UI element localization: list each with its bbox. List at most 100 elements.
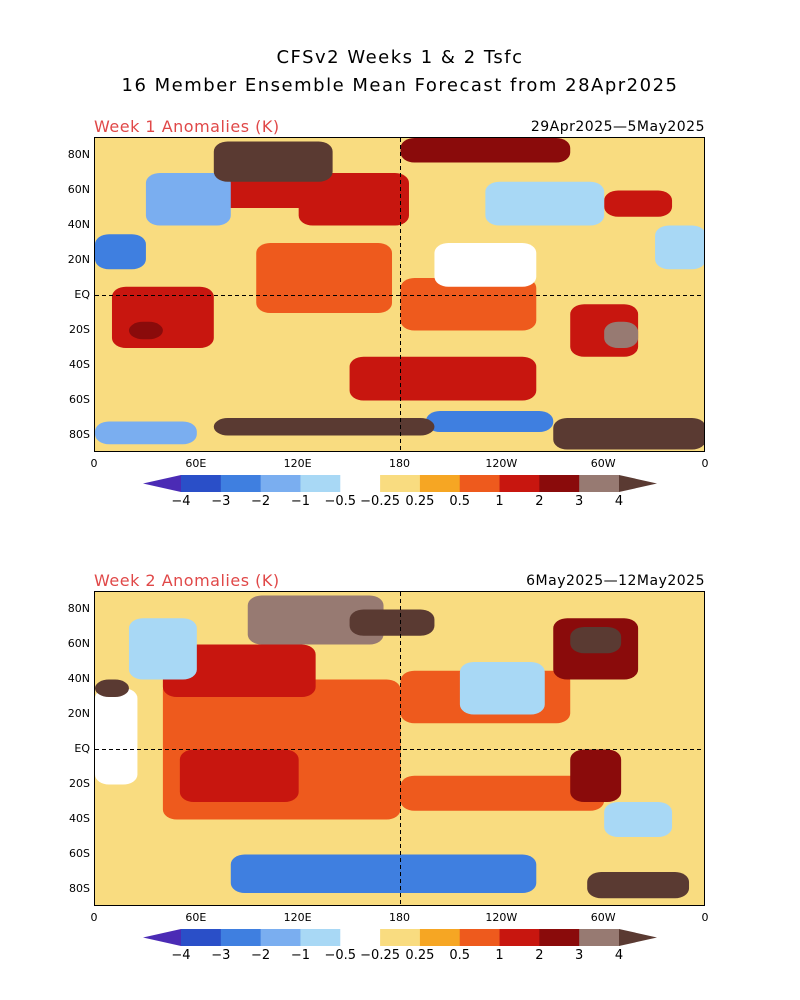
panel2-colorbar-label: −0.5 (324, 948, 357, 963)
panel1-colorbar-swatch (459, 475, 501, 492)
panel1-colorbar-label: −4 (171, 494, 191, 509)
panel1-lat-tick-label: 60S (69, 392, 90, 406)
panel2-anomaly-region (570, 627, 622, 654)
panel1-colorbar-label: −0.25 (360, 494, 400, 509)
panel2-anomaly-region (349, 609, 435, 636)
panel2-dates: 6May2025—12May2025 (526, 573, 705, 589)
panel1-anomaly-region (553, 418, 704, 450)
panel1-colorbar-label: 3 (575, 494, 584, 509)
panel2-colorbar-label: 0.25 (405, 948, 435, 963)
panel1-colorbar-svg (143, 475, 657, 492)
panel2-colorbar-label: 3 (575, 948, 584, 963)
panel2-colorbar-svg (143, 929, 657, 946)
panel1-anomaly-region (95, 421, 197, 445)
panel2-lon-tick-label: 60E (185, 911, 207, 924)
panel2-anomaly-region (179, 749, 299, 802)
panel1-colorbar-min-arrow (143, 475, 181, 492)
panel2-anomaly-region (162, 644, 316, 697)
panel2-anomaly-region (95, 679, 129, 697)
panel1-colorbar-swatch (419, 475, 461, 492)
chart-title-line1: CFSv2 Weeks 1 & 2 Tsfc (276, 47, 524, 68)
panel1-colorbar-max-arrow (619, 475, 657, 492)
panel2-colorbar-swatch (459, 929, 501, 946)
panel1-anomaly-region (485, 181, 605, 226)
chart-title-line2: 16 Member Ensemble Mean Forecast from 28… (121, 75, 679, 96)
panel1-colorbar-label: −3 (211, 494, 231, 509)
panel1-anomaly-region (425, 411, 554, 432)
panel2-anomaly-region (230, 854, 537, 893)
panel1-colorbar-label: 0.5 (449, 494, 471, 509)
panel1-colorbar-swatch (579, 475, 620, 492)
panel2-anomaly-region (570, 749, 622, 802)
panel1-colorbar-swatch (539, 475, 580, 492)
panel1-lon-tick-label: 120E (283, 457, 312, 470)
panel2-colorbar-max-arrow (619, 929, 657, 946)
panel1-colorbar-swatch (380, 475, 421, 492)
panel1-lat-tick-label: 80N (67, 147, 90, 161)
panel2-map-svg (95, 592, 704, 905)
panel1-lon-tick-label: 0 (701, 457, 709, 470)
panel2-anomaly-region (400, 775, 605, 811)
panel1-lat-tick-label: 20N (67, 252, 90, 266)
panel2-lat-tick-label: 80S (69, 881, 90, 895)
panel1-colorbar-label: −2 (251, 494, 271, 509)
panel2-colorbar-swatch (300, 929, 341, 946)
panel1-lon-tick-label: 60E (185, 457, 207, 470)
panel2-lon-tick-label: 0 (90, 911, 98, 924)
panel2-colorbar-label: 4 (614, 948, 624, 963)
panel2-anomaly-region (604, 802, 673, 837)
panel1-anomaly-region (213, 418, 435, 436)
panel2-lat-tick-label: 20N (67, 706, 90, 720)
panel1-map-svg (95, 138, 704, 451)
panel2-colorbar-swatch (340, 929, 381, 946)
panel1-colorbar-label: −0.5 (324, 494, 357, 509)
panel1-anomaly-region (145, 173, 231, 226)
panel1-colorbar-swatch (220, 475, 262, 492)
panel2-lon-tick-label: 60W (590, 911, 616, 924)
panel2-lat-tick-label: 40N (67, 671, 90, 685)
panel1-colorbar-label: 2 (535, 494, 544, 509)
panel1-lat-tick-label: 80S (69, 427, 90, 441)
panel1-colorbar-swatch (340, 475, 381, 492)
panel1-colorbar-swatch (300, 475, 341, 492)
panel1-anomaly-region (349, 356, 537, 401)
panel2-map (94, 591, 705, 906)
panel1-colorbar-label: 4 (614, 494, 624, 509)
panel1-lat-tick-label: EQ (74, 287, 90, 301)
panel2-lon-tick-label: 120E (283, 911, 312, 924)
panel1-anomaly-region (604, 190, 673, 217)
panel2-anomaly-region (247, 595, 384, 645)
panel1-colorbar-swatch (499, 475, 540, 492)
panel1-lat-tick-label: 40N (67, 217, 90, 231)
panel2-anomaly-region (128, 618, 197, 680)
panel2-colorbar-label: −3 (211, 948, 231, 963)
panel1-anomaly-region (111, 286, 214, 348)
panel1-lon-tick-label: 60W (590, 457, 616, 470)
panel1-colorbar-swatch (260, 475, 301, 492)
panel2-anomaly-region (95, 688, 138, 785)
panel2-colorbar (143, 929, 657, 946)
panel1-anomaly-region (400, 138, 571, 163)
panel1-lon-tick-label: 180 (389, 457, 410, 470)
panel1-colorbar-swatch (181, 475, 222, 492)
panel2-colorbar-swatch (539, 929, 580, 946)
panel1-anomaly-region (95, 234, 146, 270)
panel1-colorbar (143, 475, 657, 492)
panel1-anomaly-region (256, 243, 393, 313)
panel2-colorbar-swatch (181, 929, 222, 946)
panel2-colorbar-label: 1 (495, 948, 504, 963)
panel2-title: Week 2 Anomalies (K) (94, 571, 280, 590)
panel1-title: Week 1 Anomalies (K) (94, 117, 280, 136)
panel1-lat-tick-label: 60N (67, 182, 90, 196)
panel2-lat-tick-label: 60N (67, 636, 90, 650)
panel1-anomaly-region (604, 321, 639, 348)
panel2-colorbar-label: −2 (251, 948, 271, 963)
panel1-colorbar-label: −1 (290, 494, 311, 509)
panel1-lat-tick-label: 20S (69, 322, 90, 336)
panel1-colorbar-label: 0.25 (405, 494, 435, 509)
panel2-colorbar-label: −4 (171, 948, 191, 963)
panel1-anomaly-region (655, 225, 704, 270)
panel1-lon-tick-label: 120W (485, 457, 518, 470)
panel2-colorbar-label: −1 (290, 948, 311, 963)
panel2-colorbar-swatch (579, 929, 620, 946)
